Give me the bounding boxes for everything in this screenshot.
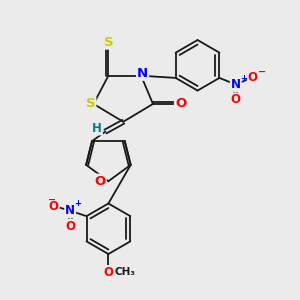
Text: O: O [175,98,186,110]
Text: H: H [92,122,102,134]
Text: S: S [103,36,113,49]
Text: O: O [248,71,258,84]
Text: O: O [94,175,106,188]
Text: −: − [48,195,56,205]
Text: +: + [74,199,81,208]
Text: O: O [103,266,113,279]
Text: N: N [65,204,75,217]
Text: O: O [49,200,59,213]
Text: N: N [137,67,148,80]
Text: +: + [240,74,247,82]
Text: O: O [65,220,75,233]
Text: −: − [258,66,266,76]
Text: N: N [231,78,241,91]
Text: O: O [231,93,241,106]
Text: CH₃: CH₃ [115,268,136,278]
Text: S: S [86,98,95,110]
